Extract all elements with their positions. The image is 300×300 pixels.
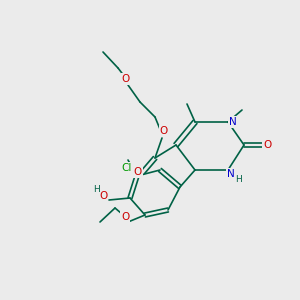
- Text: N: N: [227, 169, 235, 179]
- Text: H: H: [93, 185, 99, 194]
- Text: O: O: [160, 126, 168, 136]
- Text: O: O: [99, 191, 107, 201]
- Text: O: O: [134, 167, 142, 177]
- Text: O: O: [263, 140, 271, 150]
- Text: O: O: [121, 212, 129, 222]
- Text: Cl: Cl: [122, 163, 132, 173]
- Text: O: O: [122, 74, 130, 84]
- Text: H: H: [235, 176, 242, 184]
- Text: N: N: [229, 117, 237, 127]
